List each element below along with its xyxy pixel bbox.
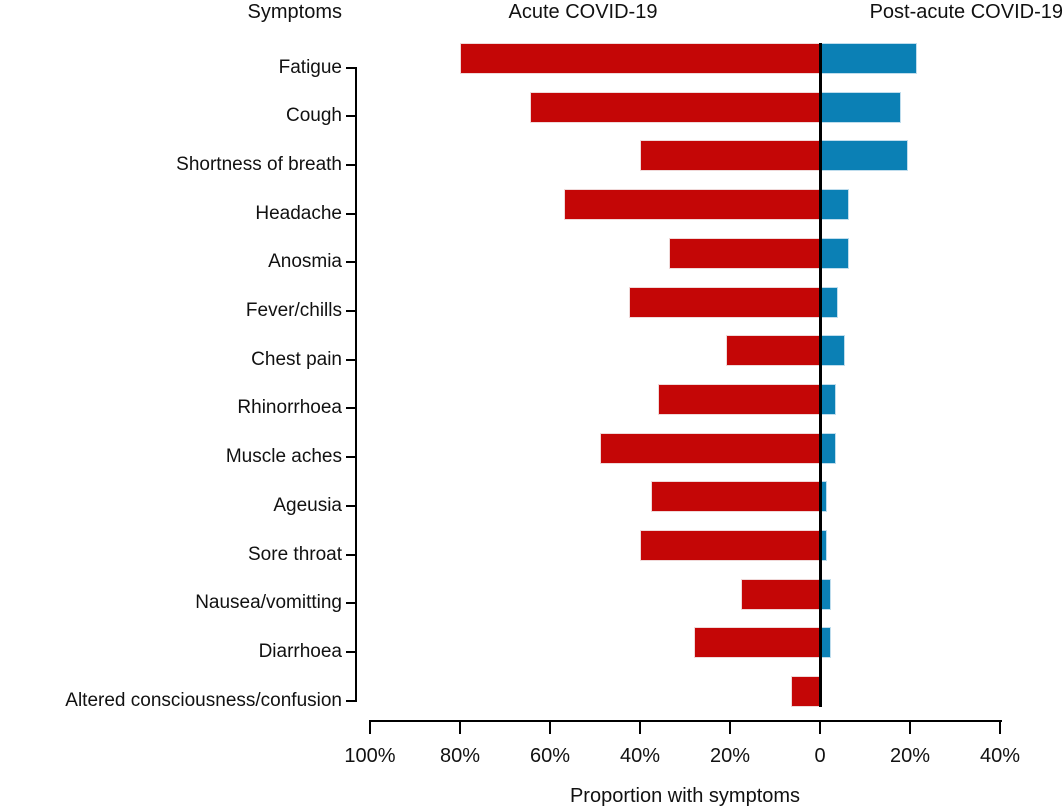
acute-bar xyxy=(640,140,820,172)
zero-line xyxy=(819,43,822,708)
post-acute-bar xyxy=(820,91,901,123)
acute-bar xyxy=(694,627,820,659)
acute-bar xyxy=(725,335,820,367)
y-tick xyxy=(346,358,356,361)
post-acute-bar xyxy=(820,286,838,318)
y-tick xyxy=(346,650,356,653)
category-label: Cough xyxy=(286,105,342,127)
category-label: Fever/chills xyxy=(245,300,342,321)
acute-bar xyxy=(599,432,820,464)
y-tick xyxy=(346,163,356,166)
acute-bar xyxy=(651,481,820,513)
acute-bar xyxy=(741,578,820,610)
post-acute-bar xyxy=(820,383,836,415)
column-header-symptoms: Symptoms xyxy=(247,1,342,23)
post-acute-bar xyxy=(820,335,845,367)
x-tick xyxy=(999,720,1001,734)
post-acute-bar xyxy=(820,43,917,74)
post-acute-bar xyxy=(820,237,850,269)
acute-bar xyxy=(563,189,820,221)
x-axis-line xyxy=(369,720,1002,722)
x-tick xyxy=(819,720,821,734)
x-tick-label: 100% xyxy=(344,745,396,767)
post-acute-bar xyxy=(820,189,850,221)
post-acute-bar xyxy=(820,140,908,172)
x-tick xyxy=(639,720,641,734)
y-tick xyxy=(346,699,356,702)
x-tick-label: 20% xyxy=(709,745,751,767)
category-label: Muscle aches xyxy=(225,446,342,468)
category-label: Sore throat xyxy=(248,543,342,565)
post-acute-bar xyxy=(820,432,836,464)
category-label: Diarrhoea xyxy=(258,640,342,662)
column-header-acute-covid: Acute COVID-19 xyxy=(508,1,658,23)
acute-bar xyxy=(628,286,820,318)
x-tick xyxy=(369,720,371,734)
y-tick xyxy=(346,115,356,118)
y-axis-line xyxy=(355,66,357,702)
category-label: Nausea/vomitting xyxy=(195,592,342,614)
acute-bar xyxy=(669,237,820,269)
category-label: Anosmia xyxy=(268,251,342,273)
y-tick xyxy=(346,66,356,69)
x-tick-label: 60% xyxy=(529,745,571,767)
y-tick xyxy=(346,310,356,312)
y-tick xyxy=(346,553,356,556)
x-tick-label: 0 xyxy=(814,745,826,767)
x-tick xyxy=(909,720,911,734)
y-tick xyxy=(346,261,356,264)
post-acute-bar xyxy=(820,627,832,659)
x-tick xyxy=(459,720,461,734)
acute-bar xyxy=(460,43,820,74)
category-label: Shortness of breath xyxy=(176,153,342,175)
x-tick-label: 20% xyxy=(889,745,931,767)
category-label: Chest pain xyxy=(251,348,342,370)
x-tick xyxy=(549,720,551,734)
x-tick-label: 40% xyxy=(619,745,661,767)
category-label: Rhinorrhoea xyxy=(237,397,342,419)
column-header-post-acute-covid: Post-acute COVID-19 xyxy=(869,1,1063,23)
x-tick xyxy=(729,720,731,734)
x-axis-title: Proportion with symptoms xyxy=(569,785,801,807)
acute-bar xyxy=(790,676,820,708)
category-label: Fatigue xyxy=(278,56,342,78)
category-label: Headache xyxy=(255,202,342,224)
acute-bar xyxy=(529,91,820,123)
category-label: Ageusia xyxy=(273,494,342,516)
x-tick-label: 80% xyxy=(439,745,481,767)
x-tick-label: 40% xyxy=(979,745,1021,767)
acute-bar xyxy=(640,530,820,561)
category-label: Altered consciousness/confusion xyxy=(65,689,342,711)
y-tick xyxy=(346,504,356,507)
acute-bar xyxy=(658,383,820,415)
y-tick xyxy=(346,212,356,215)
y-tick xyxy=(346,602,356,605)
y-tick xyxy=(346,407,356,410)
post-acute-bar xyxy=(820,578,832,610)
y-tick xyxy=(346,456,356,459)
